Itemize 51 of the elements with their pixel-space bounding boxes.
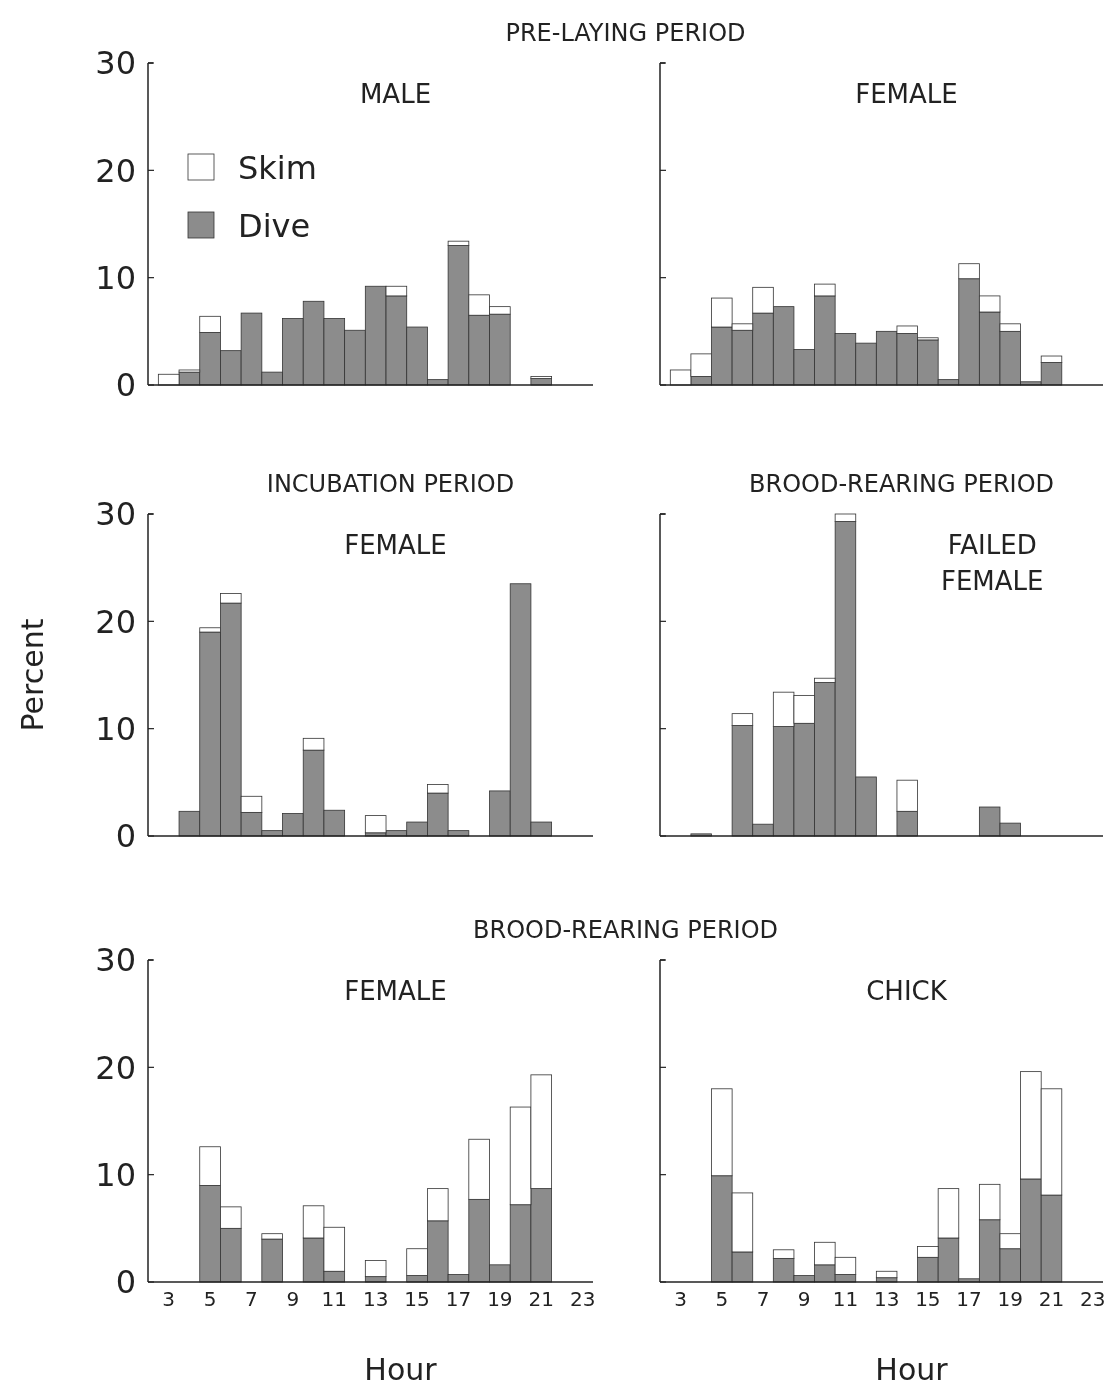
x-tick-label: 15 — [915, 1287, 941, 1311]
x-tick-label: 23 — [569, 1287, 596, 1311]
x-tick-label: 9 — [797, 1287, 811, 1311]
x-tick-label: 5 — [203, 1287, 217, 1311]
y-tick-label: 0 — [115, 817, 136, 856]
x-tick-label: 15 — [404, 1287, 430, 1311]
text: CHICK — [866, 976, 948, 1006]
text: FAILED FEMALE — [940, 530, 1044, 596]
text: FEMALE — [855, 79, 958, 109]
bar — [364, 1260, 387, 1278]
x-tick-label: 13 — [873, 1287, 900, 1311]
x-axis-title: Hour — [875, 1352, 949, 1387]
x-axis-title: Hour — [364, 1352, 438, 1387]
x-tick-label: 17 — [956, 1287, 982, 1311]
x-tick-label: 13 — [362, 1287, 389, 1311]
x-tick-label: 7 — [245, 1287, 258, 1311]
x-tick-label: 3 — [162, 1287, 176, 1311]
y-axis-title: Percent — [15, 618, 50, 732]
legend-label: Skim — [238, 149, 317, 188]
legend-label: Dive — [238, 207, 311, 246]
chart-subtitle: PRE-LAYING PERIOD — [505, 19, 746, 47]
x-tick-label: 21 — [528, 1287, 554, 1311]
x-tick-label: 5 — [715, 1287, 729, 1311]
x-tick-label: 3 — [674, 1287, 687, 1311]
chart-subtitle: INCUBATION PERIOD — [266, 470, 515, 498]
y-tick-label: 20 — [95, 602, 136, 641]
y-tick-label: 20 — [95, 151, 136, 190]
x-tick-label: 7 — [756, 1287, 770, 1311]
x-tick-label: 9 — [286, 1287, 300, 1311]
x-tick-label: 11 — [832, 1287, 859, 1311]
text: FEMALE — [344, 976, 447, 1006]
x-tick-label: 19 — [487, 1287, 513, 1311]
y-tick-label: 30 — [95, 495, 136, 534]
y-tick-label: 0 — [115, 1263, 136, 1302]
text: MALE — [359, 79, 432, 109]
x-tick-label: 17 — [445, 1287, 472, 1311]
y-tick-label: 10 — [95, 258, 136, 297]
y-tick-label: 10 — [95, 1155, 136, 1194]
x-tick-label: 23 — [1079, 1287, 1106, 1311]
bar — [875, 1270, 898, 1279]
chart-subtitle: BROOD-REARING PERIOD — [472, 916, 779, 944]
y-tick-label: 0 — [115, 366, 136, 405]
y-tick-label: 30 — [95, 941, 136, 980]
y-tick-label: 30 — [95, 44, 136, 83]
chart-subtitle: BROOD-REARING PERIOD — [748, 470, 1055, 498]
y-tick-label: 20 — [95, 1048, 136, 1087]
y-tick-label: 10 — [95, 709, 136, 748]
x-tick-label: 21 — [1038, 1287, 1065, 1311]
text: FEMALE — [344, 530, 447, 560]
x-tick-label: 19 — [997, 1287, 1024, 1311]
x-tick-label: 11 — [321, 1287, 348, 1311]
